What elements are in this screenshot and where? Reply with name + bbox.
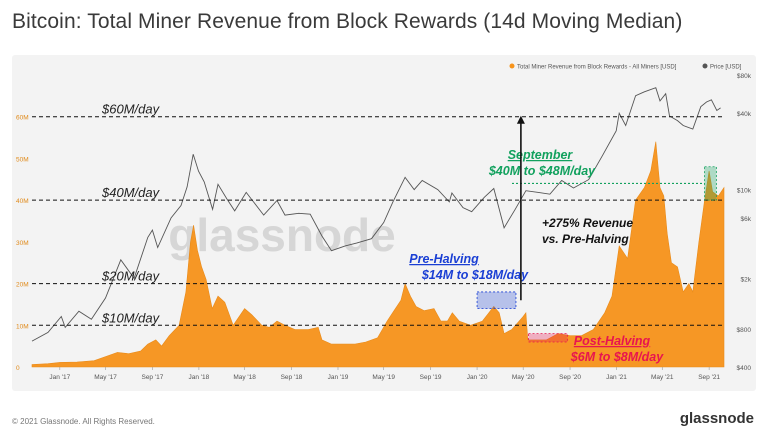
post-halving-title: Post-Halving [574,334,651,348]
chart-svg: glassnode $60M/day $40M/day $20M/day $10M/da… [16,63,752,381]
copyright: © 2021 Glassnode. All Rights Reserved. [12,417,155,426]
legend-revenue-label: Total Miner Revenue from Block Rewards -… [517,65,677,71]
september-box [704,166,717,201]
september-range: $40M to $48M/day [488,164,596,178]
page-title: Bitcoin: Total Miner Revenue from Block … [12,10,683,33]
x-tick-label: Jan '18 [189,374,210,381]
y-right-tick-label: $800 [737,327,752,334]
x-tick-label: Sep '18 [281,374,303,381]
y-right-tick-label: $6k [741,216,752,223]
post-halving-range: $6M to $8M/day [570,350,664,364]
x-tick-label: Sep '20 [559,374,581,381]
y-left-tick-label: 50M [16,156,29,163]
reference-label-40: $40M/day [101,185,161,200]
x-tick-label: Jan '19 [328,374,349,381]
pre-halving-box [476,291,517,310]
price-line [31,87,721,342]
pre-halving-range: $14M to $18M/day [421,268,529,282]
y-left-tick-label: 60M [16,115,29,122]
y-left-tick-label: 20M [16,282,29,289]
y-left-tick-label: 0 [16,365,20,372]
y-right-tick-label: $10k [737,188,752,195]
revenue-area [31,141,725,368]
y-right-tick-label: $2k [741,276,752,283]
september-title: September [508,148,574,162]
reference-label-10: $10M/day [101,310,161,325]
x-tick-label: Sep '19 [420,374,442,381]
x-tick-label: May '21 [651,374,674,381]
x-tick-label: May '20 [512,374,535,381]
y-right-tick-label: $400 [737,365,752,372]
legend-price-label: Price [USD] [710,65,742,71]
reference-label-20: $20M/day [101,269,161,284]
y-left-tick-label: 40M [16,198,29,205]
x-tick-label: May '18 [233,374,256,381]
y-right-tick-label: $80k [737,73,752,80]
x-tick-label: Sep '17 [141,374,163,381]
x-tick-label: Jan '20 [467,374,488,381]
x-tick-label: May '19 [372,374,395,381]
reference-label-60: $60M/day [101,102,161,117]
watermark-text: glassnode [168,209,396,261]
y-right-tick-label: $40k [737,111,752,118]
legend-revenue-swatch [509,63,515,69]
x-tick-label: Jan '17 [49,374,70,381]
x-tick-label: May '17 [94,374,117,381]
post-halving-box [528,333,568,343]
brand-logo: glassnode [679,410,754,427]
y-left-tick-label: 10M [16,323,29,330]
x-tick-label: Jan '21 [606,374,627,381]
pre-halving-title: Pre-Halving [409,252,479,266]
y-left-tick-label: 30M [16,240,29,247]
growth-label-line2: vs. Pre-Halving [542,232,629,246]
chart-panel: glassnode $60M/day $40M/day $20M/day $10M/da… [12,55,756,391]
growth-label-line1: +275% Revenue [542,216,633,230]
legend-price-swatch [702,63,708,69]
x-tick-label: Sep '21 [698,374,720,381]
growth-arrow-head [516,115,525,124]
